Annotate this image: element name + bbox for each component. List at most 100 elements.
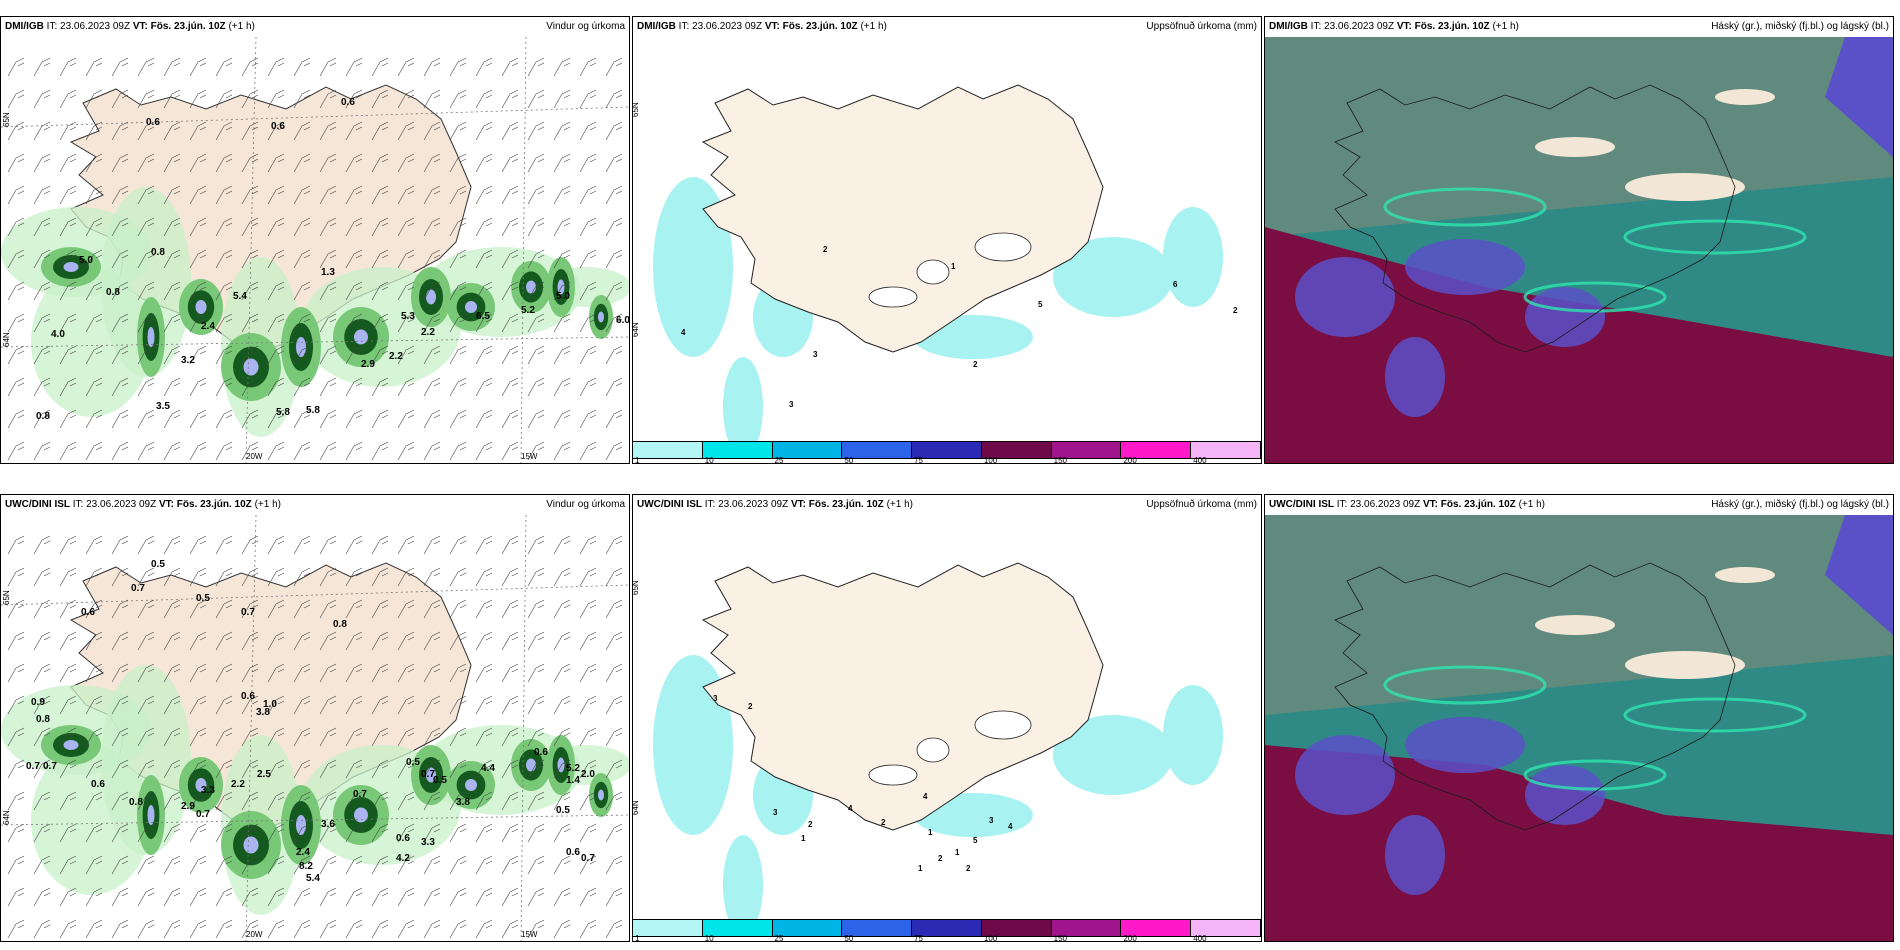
- precip-value-label: 0.8: [333, 619, 347, 630]
- panel-header: UWC/DINI ISL IT: 23.06.2023 09Z VT: Fös.…: [1, 495, 629, 515]
- precip-value-label: 4.0: [51, 329, 65, 340]
- map-area: 2 1 4 3 3 2 5 6 2 65N 64N: [633, 37, 1261, 457]
- precip-value-label: 4.2: [396, 853, 410, 864]
- precip-value-label: 0.9: [31, 697, 45, 708]
- precip-value-label: 2.4: [201, 321, 215, 332]
- panel-header: UWC/DINI ISL IT: 23.06.2023 09Z VT: Fös.…: [633, 495, 1261, 515]
- precip-value-label: 6.5: [476, 311, 490, 322]
- precip-value-label: 0.7: [581, 853, 595, 864]
- precip-total-label: 3: [789, 400, 794, 409]
- precip-total-label: 2: [1233, 306, 1238, 315]
- lon-label: 15W: [521, 452, 538, 461]
- colorbar-tick: 150: [1053, 456, 1068, 464]
- precip-value-label: 3.8: [456, 797, 470, 808]
- precip-value-label: 1.0: [263, 699, 277, 710]
- colorbar-tick: 75: [914, 456, 924, 464]
- colorbar: 1 10 25 50 75 100 150 200 400: [633, 441, 1261, 463]
- precip-value-label: 0.8: [36, 411, 50, 422]
- precip-value-label: 2.5: [257, 769, 271, 780]
- precip-value-label: 0.8: [106, 287, 120, 298]
- precip-value-label: 5.8: [306, 405, 320, 416]
- colorbar-swatches: [633, 441, 1261, 459]
- colorbar-swatch: [702, 920, 773, 936]
- precip-value-label: 3.3: [421, 837, 435, 848]
- colorbar-swatches: [633, 919, 1261, 937]
- panel-header: DMI/IGB IT: 23.06.2023 09Z VT: Fös. 23.j…: [1265, 17, 1893, 37]
- precip-value-label: 0.7: [241, 607, 255, 618]
- precip-value-label: 0.6: [241, 691, 255, 702]
- colorbar-swatch: [912, 442, 982, 458]
- precip-value-label: 2.2: [389, 351, 403, 362]
- precip-value-label: 0.7: [421, 769, 435, 780]
- colorbar-swatch: [772, 442, 843, 458]
- colorbar-tick: 50: [844, 934, 854, 942]
- colorbar-tick: 25: [774, 456, 784, 464]
- precip-total-label: 2: [973, 360, 978, 369]
- precip-value-label: 0.6: [534, 747, 548, 758]
- lon-label: 20W: [246, 452, 263, 461]
- map-area: [1265, 515, 1893, 941]
- precip-value-label: 5.0: [556, 291, 570, 302]
- precip-value-label: 0.8: [36, 714, 50, 725]
- lat-label: 65N: [2, 590, 11, 605]
- lat-label: 64N: [633, 322, 640, 337]
- precip-value-label: 3.5: [156, 401, 170, 412]
- precip-value-label: 0.7: [43, 761, 57, 772]
- precip-value-label: 0.6: [81, 607, 95, 618]
- precip-total-label: 4: [681, 328, 686, 337]
- colorbar-tick: 10: [704, 456, 714, 464]
- precip-value-label: 0.6: [91, 779, 105, 790]
- colorbar-tick: 400: [1193, 934, 1207, 942]
- precip-value-label: 0.5: [406, 757, 420, 768]
- precip-value-label: 0.6: [271, 121, 285, 132]
- colorbar-swatch: [633, 920, 703, 936]
- precip-total-label: 4: [923, 792, 928, 801]
- panel-dmi-precip: DMI/IGB IT: 23.06.2023 09Z VT: Fös. 23.j…: [632, 16, 1262, 464]
- panel-header: DMI/IGB IT: 23.06.2023 09Z VT: Fös. 23.j…: [1, 17, 629, 37]
- precip-value-label: 5.2: [521, 305, 535, 316]
- lat-label: 64N: [633, 800, 640, 815]
- precip-value-label: 1.4: [566, 775, 580, 786]
- lon-label: 15W: [521, 930, 538, 939]
- lat-label: 64N: [2, 332, 11, 347]
- precip-total-label: 1: [918, 864, 923, 873]
- lon-label: 20W: [246, 930, 263, 939]
- lat-label: 65N: [633, 102, 640, 117]
- precip-total-label: 2: [881, 818, 886, 827]
- colorbar-swatch: [981, 442, 1052, 458]
- precip-value-label: 3.8: [256, 707, 270, 718]
- precip-value-label: 0.8: [151, 247, 165, 258]
- precip-total-label: 2: [966, 864, 971, 873]
- map-area: 0.6 0.6 0.6 5.0 0.8 4.0 3.5 0.8 3.2 2.4 5.4 5.8 5.8 1…: [1, 36, 629, 463]
- precip-total-label: 4: [848, 804, 853, 813]
- precip-value-label: 2.9: [361, 359, 375, 370]
- precip-total-label: 2: [823, 245, 828, 254]
- precip-value-label: 0.5: [556, 805, 570, 816]
- panel-uwc-cloud: UWC/DINI ISL IT: 23.06.2023 09Z VT: Fös.…: [1264, 494, 1894, 942]
- precip-value-label: 3.3: [201, 785, 215, 796]
- precip-value-label: 4.4: [481, 763, 495, 774]
- colorbar-swatch: [1121, 920, 1192, 936]
- colorbar-swatch: [1191, 920, 1261, 936]
- colorbar-swatch: [1191, 442, 1261, 458]
- precip-value-label: 2.2: [231, 779, 245, 790]
- panel-header: DMI/IGB IT: 23.06.2023 09Z VT: Fös. 23.j…: [633, 17, 1261, 37]
- precip-value-label: 3.6: [321, 819, 335, 830]
- colorbar-swatch: [981, 920, 1052, 936]
- precip-total-label: 5: [1038, 300, 1043, 309]
- precip-value-label: 5.4: [306, 873, 320, 884]
- colorbar-tick: 50: [844, 456, 854, 464]
- colorbar-tick: 1: [635, 934, 640, 942]
- precip-total-label: 2: [748, 702, 753, 711]
- lat-label: 65N: [633, 580, 640, 595]
- precip-value-label: 1.3: [321, 267, 335, 278]
- precip-value-label: 6.0: [616, 315, 629, 326]
- precip-value-label: 2.9: [181, 801, 195, 812]
- precip-value-label: 2.0: [581, 769, 595, 780]
- precip-value-label: 5.2: [566, 763, 580, 774]
- colorbar-tick: 200: [1123, 934, 1137, 942]
- precip-total-label: 2: [938, 854, 943, 863]
- colorbar-tick: 100: [983, 934, 998, 942]
- precip-total-label: 3: [989, 816, 994, 825]
- precip-value-label: 0.6: [146, 117, 160, 128]
